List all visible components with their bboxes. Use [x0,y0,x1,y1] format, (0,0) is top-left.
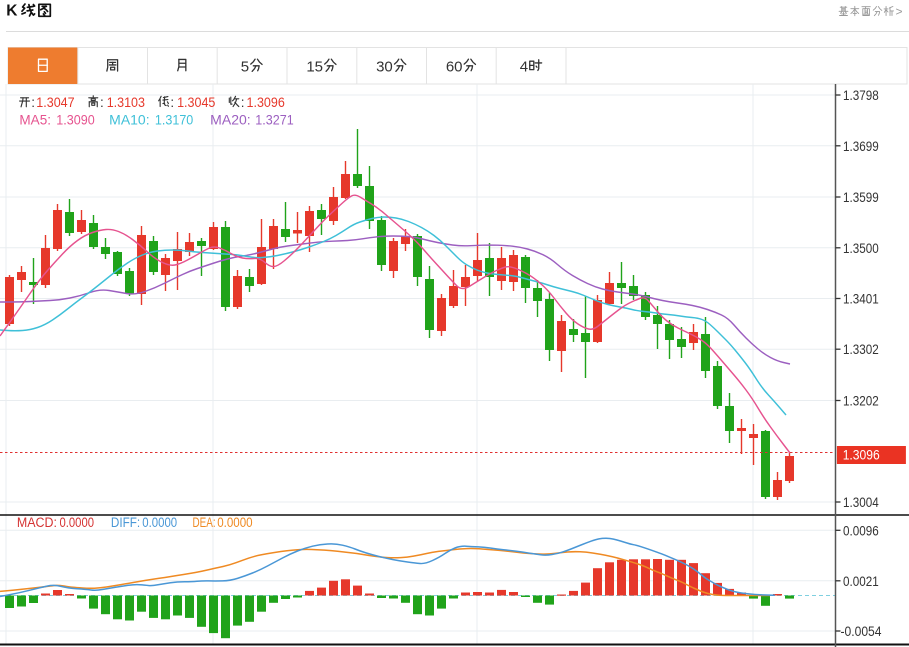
svg-text:1.3401: 1.3401 [843,291,879,307]
svg-text::: : [170,95,174,110]
svg-text::: : [100,95,104,110]
svg-text:MA10:: MA10: [109,113,149,128]
svg-text:1.3047: 1.3047 [36,95,74,110]
svg-text:60: 60 [446,58,463,75]
svg-text:1.3045: 1.3045 [177,95,215,110]
svg-text:1.3096: 1.3096 [843,448,880,463]
svg-text:MA20:: MA20: [210,113,251,128]
svg-text:1.3103: 1.3103 [107,95,145,110]
svg-text:1.3202: 1.3202 [843,393,879,409]
svg-text:1.3500: 1.3500 [843,240,879,256]
svg-text:1.3599: 1.3599 [843,189,879,205]
svg-text:MA5:: MA5: [19,113,51,128]
svg-text:4: 4 [520,58,528,75]
svg-text:1.3271: 1.3271 [255,113,293,128]
svg-text:K: K [6,3,18,20]
svg-text::: : [241,95,245,110]
svg-text:DEA:: DEA: [193,515,216,530]
svg-text:1.3302: 1.3302 [843,341,879,357]
svg-text:0.0000: 0.0000 [60,515,95,530]
svg-text:DIFF:: DIFF: [111,515,140,530]
svg-text:1.3090: 1.3090 [56,113,94,128]
svg-text:1.3170: 1.3170 [155,113,193,128]
svg-text:30: 30 [376,58,393,75]
svg-text:0.0021: 0.0021 [843,573,879,589]
svg-text:-0.0054: -0.0054 [841,623,882,639]
svg-text:15: 15 [306,58,323,75]
svg-text:5: 5 [241,58,249,75]
svg-text:MACD:: MACD: [17,515,57,530]
svg-text:0.0000: 0.0000 [142,515,177,530]
svg-text:>: > [896,4,903,18]
svg-text:1.3699: 1.3699 [843,138,879,154]
svg-text::: : [31,95,35,110]
svg-text:0.0096: 0.0096 [843,522,879,538]
svg-text:1.3798: 1.3798 [843,87,879,103]
svg-text:1.3004: 1.3004 [843,494,879,510]
svg-text:1.3096: 1.3096 [247,95,285,110]
svg-text:0.0000: 0.0000 [217,515,252,530]
